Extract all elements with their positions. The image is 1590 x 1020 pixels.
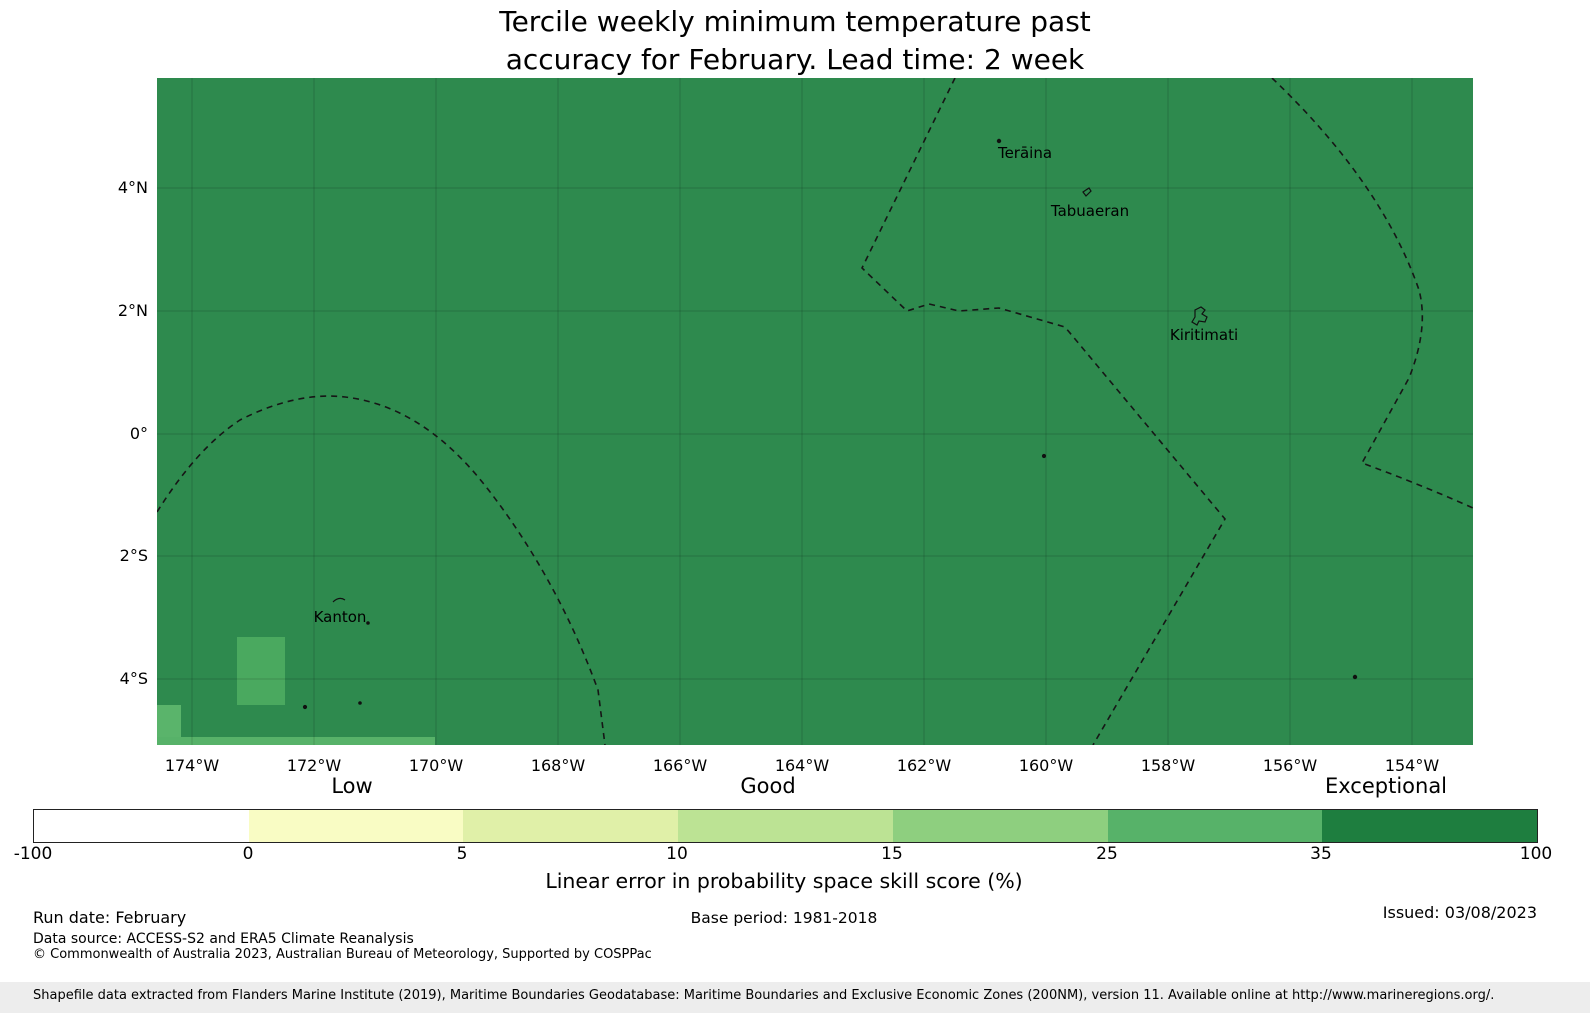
x-tick-160w: 160°W — [1018, 756, 1074, 775]
cb-tick-10: 10 — [666, 844, 688, 864]
kanton-island — [332, 597, 346, 603]
y-tick-2s: 2°S — [119, 546, 148, 565]
tabuaeran-island — [1082, 187, 1092, 197]
figure-title-line1: Tercile weekly minimum temperature past — [499, 5, 1091, 38]
colorbar-segment — [34, 810, 249, 842]
eez-boundary-east — [1271, 77, 1474, 509]
x-tick-174w: 174°W — [164, 756, 220, 775]
cb-tick-35: 35 — [1310, 844, 1332, 864]
cb-tick-0: 0 — [242, 844, 254, 864]
x-tick-164w: 164°W — [774, 756, 830, 775]
colorbar-segment — [1107, 810, 1323, 842]
x-tick-168w: 168°W — [530, 756, 586, 775]
scale-word-exceptional: Exceptional — [1324, 774, 1448, 798]
cb-tick-neg100: -100 — [13, 844, 53, 864]
eez-boundary-lines — [156, 77, 1474, 746]
shapefile-attribution-text: Shapefile data extracted from Flanders M… — [33, 988, 1495, 1003]
y-tick-4n: 4°N — [117, 178, 148, 197]
cb-tick-25: 25 — [1096, 844, 1118, 864]
colorbar-segment — [892, 810, 1108, 842]
base-period-text: Base period: 1981-2018 — [690, 909, 878, 927]
scale-word-good: Good — [740, 774, 796, 798]
y-tick-4s: 4°S — [119, 669, 148, 688]
x-tick-166w: 166°W — [652, 756, 708, 775]
islet-speck — [302, 704, 308, 710]
x-tick-162w: 162°W — [896, 756, 952, 775]
kiritimati-island — [1191, 306, 1208, 326]
cb-tick-15: 15 — [881, 844, 903, 864]
colorbar — [33, 809, 1538, 843]
colorbar-segment — [463, 810, 679, 842]
skill-patches — [157, 637, 435, 745]
island-label-kanton: Kanton — [313, 608, 367, 626]
cb-tick-100: 100 — [1519, 844, 1553, 864]
run-date-text: Run date: February — [33, 908, 187, 927]
colorbar-segment — [248, 810, 464, 842]
islet-speck — [358, 701, 362, 705]
scale-word-low: Low — [331, 774, 373, 798]
eez-boundary-line-islands-west — [861, 77, 1226, 746]
y-tick-0: 0° — [129, 424, 148, 443]
eez-boundary-phoenix — [156, 395, 606, 746]
island-label-tabuaeran: Tabuaeran — [1050, 202, 1130, 220]
x-tick-156w: 156°W — [1262, 756, 1318, 775]
island-shapes — [302, 138, 1358, 710]
x-tick-158w: 158°W — [1140, 756, 1196, 775]
x-tick-154w: 154°W — [1384, 756, 1440, 775]
figure-title-line2: accuracy for February. Lead time: 2 week — [505, 43, 1085, 76]
data-source-text: Data source: ACCESS-S2 and ERA5 Climate … — [33, 931, 414, 947]
map-ocean-fill — [157, 78, 1473, 745]
issued-date-text: Issued: 03/08/2023 — [1382, 903, 1537, 922]
island-label-teraina: Terāina — [997, 144, 1053, 162]
islet-speck — [1352, 674, 1358, 680]
shapefile-attribution-bar: Shapefile data extracted from Flanders M… — [0, 982, 1590, 1013]
map-svg — [156, 77, 1474, 746]
figure-title: Tercile weekly minimum temperature past … — [195, 3, 1395, 79]
y-tick-2n: 2°N — [117, 301, 148, 320]
copyright-text: © Commonwealth of Australia 2023, Austra… — [33, 947, 652, 962]
graticule-grid — [157, 78, 1473, 745]
islet-speck — [366, 621, 370, 625]
colorbar-segment — [678, 810, 893, 842]
islet-speck — [1041, 453, 1047, 459]
map-plot: Terāina Tabuaeran Kiritimati Kanton — [156, 77, 1474, 746]
x-tick-172w: 172°W — [286, 756, 342, 775]
colorbar-segment — [1322, 810, 1538, 842]
colorbar-label: Linear error in probability space skill … — [545, 869, 1023, 893]
cb-tick-5: 5 — [456, 844, 468, 864]
x-tick-170w: 170°W — [408, 756, 464, 775]
island-label-kiritimati: Kiritimati — [1169, 326, 1239, 344]
teraina-island — [996, 138, 1002, 144]
